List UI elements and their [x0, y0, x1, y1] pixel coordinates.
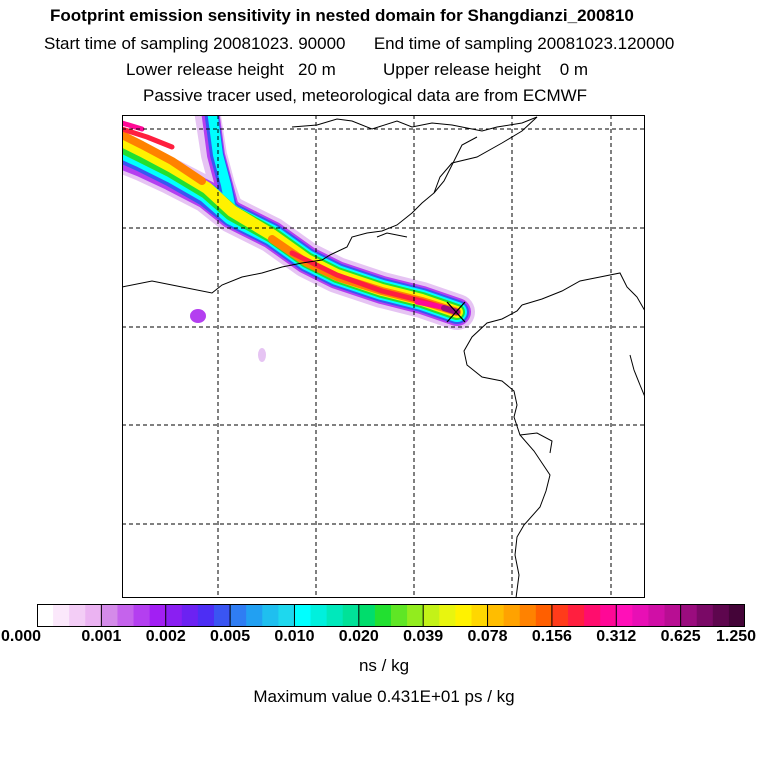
colorbar-swatch [101, 604, 118, 627]
colorbar-swatch [455, 604, 472, 627]
colorbar-tick-labels: 0.000 0.001 0.002 0.005 0.010 0.020 0.039 0.078… [0, 628, 768, 650]
tracer-info: Passive tracer used, meteorological data… [143, 86, 588, 105]
colorbar-tick-label: 1.250 [715, 628, 757, 645]
colorbar-swatch [391, 604, 408, 627]
colorbar-border [37, 604, 745, 627]
maximum-value-text: Maximum value 0.431E+01 ps / kg [253, 687, 515, 706]
colorbar-swatch [53, 604, 70, 627]
colorbar-swatch [278, 604, 295, 627]
colorbar-swatch [407, 604, 424, 627]
colorbar-swatch [230, 604, 247, 627]
lat-lon-grid [122, 115, 645, 598]
colorbar-swatch [439, 604, 456, 627]
x-marker-icon [446, 301, 466, 323]
colorbar-swatch [471, 604, 489, 627]
colorbar-tick-label: 0.002 [145, 628, 186, 645]
colorbar-swatch [503, 604, 521, 627]
colorbar-tick-label: 0.625 [660, 628, 701, 645]
sampling-times: Start time of sampling 20081023. 90000 E… [44, 34, 675, 53]
footprint-map [122, 115, 645, 598]
colorbar-swatch [310, 604, 328, 627]
colorbar-tick-label: 0.010 [274, 628, 315, 645]
colorbar-tick-label: 0.000 [0, 628, 42, 645]
colorbar [36, 604, 746, 627]
colorbar-tick-label: 0.005 [210, 628, 251, 645]
colorbar-swatch [568, 604, 585, 627]
colorbar-swatch [358, 604, 376, 627]
colorbar-swatch [519, 604, 537, 627]
colorbar-swatch [535, 604, 553, 627]
colorbar-swatch [551, 604, 569, 627]
colorbar-swatch [632, 604, 649, 627]
plume-spot-1 [190, 309, 206, 323]
colorbar-swatch [600, 604, 617, 627]
colorbar-swatch [262, 604, 279, 627]
colorbar-tick-label: 0.156 [531, 628, 572, 645]
colorbar-swatch [69, 604, 86, 627]
colorbar-swatch [181, 604, 199, 627]
colorbar-swatch [712, 604, 730, 627]
coastlines [122, 116, 645, 598]
emission-plume [122, 115, 475, 330]
colorbar-swatch [85, 604, 102, 627]
colorbar-tick-label: 0.312 [596, 628, 637, 645]
colorbar-swatch [423, 604, 440, 627]
plume-spot-2 [258, 348, 266, 362]
colorbar-swatch [246, 604, 263, 627]
release-heights: Lower release height 20 m Upper release … [126, 60, 589, 79]
colorbar-tick-label: 0.039 [403, 628, 444, 645]
colorbar-swatch [294, 604, 312, 627]
colorbar-swatch [165, 604, 183, 627]
colorbar-swatch [342, 604, 360, 627]
colorbar-swatch [214, 604, 231, 627]
colorbar-swatch [37, 604, 54, 627]
colorbar-swatch [487, 604, 505, 627]
colorbar-swatch [584, 604, 601, 627]
colorbar-swatch [680, 604, 698, 627]
colorbar-tick-label: 0.001 [81, 628, 122, 645]
colorbar-swatch [696, 604, 714, 627]
colorbar-swatch [149, 604, 167, 627]
colorbar-swatch [616, 604, 633, 627]
colorbar-swatch [133, 604, 151, 627]
plot-title: Footprint emission sensitivity in nested… [50, 6, 634, 25]
colorbar-swatch [326, 604, 344, 627]
colorbar-swatch [374, 604, 392, 627]
colorbar-swatch [728, 604, 746, 627]
colorbar-units: ns / kg [358, 656, 410, 675]
colorbar-swatch [117, 604, 135, 627]
colorbar-tick-label: 0.020 [338, 628, 379, 645]
colorbar-swatch [664, 604, 682, 627]
colorbar-swatch [197, 604, 215, 627]
colorbar-tick-label: 0.078 [467, 628, 508, 645]
colorbar-swatch [648, 604, 666, 627]
